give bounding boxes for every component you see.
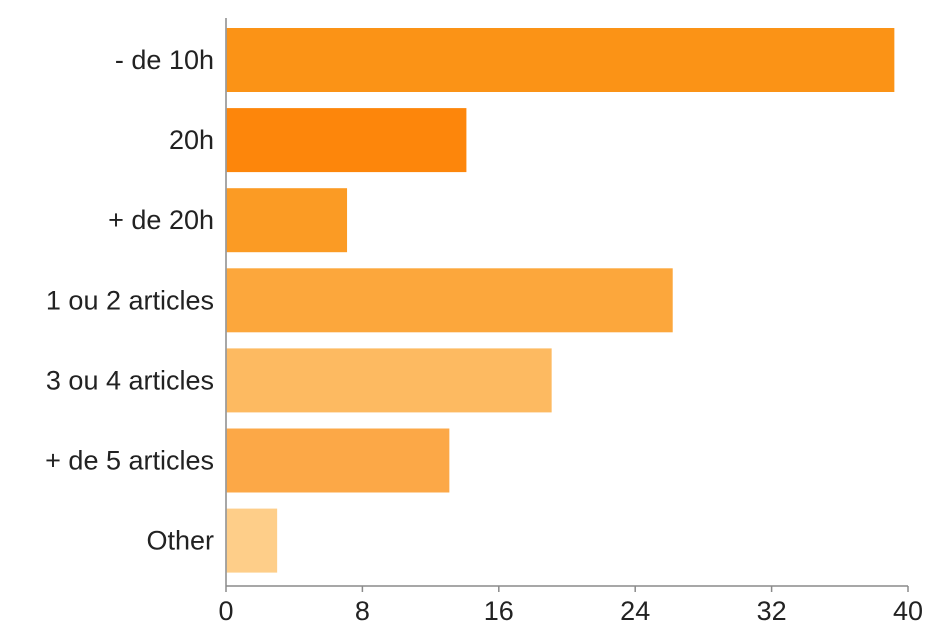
bar-1-ou-2-articles	[226, 268, 673, 333]
category-label-minus-de-10h: - de 10h	[115, 45, 214, 75]
x-axis-ticks: 0 8 16 24 32 40	[218, 586, 923, 626]
category-label-plus-de-20h: + de 20h	[108, 205, 214, 235]
bar-20h	[226, 108, 467, 173]
bar-minus-de-10h	[226, 28, 895, 92]
x-tick-label-0: 0	[218, 596, 233, 626]
bar-plus-de-20h	[226, 188, 348, 253]
x-tick-label-8: 8	[355, 596, 370, 626]
x-tick-label-16: 16	[484, 596, 514, 626]
bar-3-ou-4-articles	[226, 348, 552, 413]
x-tick-label-40: 40	[893, 596, 923, 626]
bar-plus-de-5-articles	[226, 428, 450, 493]
bars-layer	[226, 28, 895, 573]
x-tick-label-24: 24	[620, 596, 650, 626]
category-labels: - de 10h 20h + de 20h 1 ou 2 articles 3 ou 4…	[45, 45, 214, 556]
bar-other	[226, 508, 278, 573]
category-label-other: Other	[146, 526, 214, 556]
category-label-1-ou-2-articles: 1 ou 2 articles	[46, 285, 214, 315]
category-label-3-ou-4-articles: 3 ou 4 articles	[46, 365, 214, 395]
category-label-20h: 20h	[169, 125, 214, 155]
x-tick-label-32: 32	[757, 596, 787, 626]
category-label-plus-de-5-articles: + de 5 articles	[45, 446, 214, 476]
